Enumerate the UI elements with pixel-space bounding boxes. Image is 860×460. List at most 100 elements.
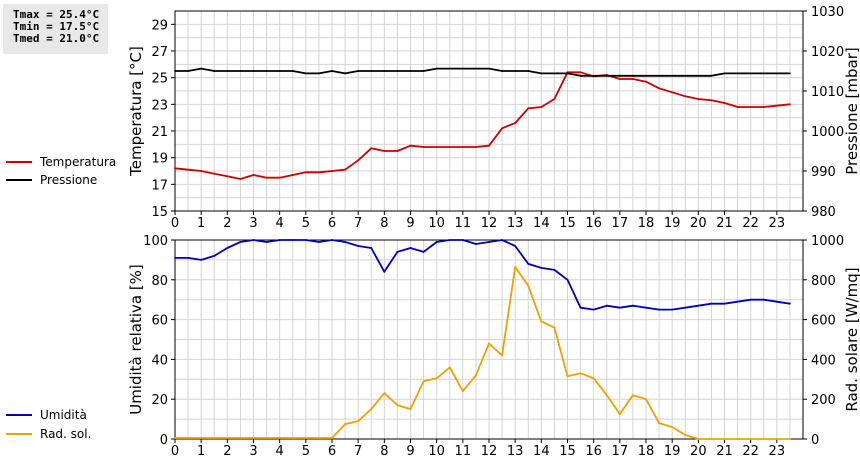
x-tick-label: 20 bbox=[690, 444, 707, 459]
data-point bbox=[540, 320, 543, 323]
data-point bbox=[291, 70, 294, 72]
x-tick-label: 18 bbox=[638, 444, 655, 459]
data-point bbox=[658, 87, 660, 90]
data-point bbox=[762, 72, 765, 75]
data-point bbox=[632, 304, 634, 307]
data-point bbox=[200, 67, 203, 70]
data-point bbox=[789, 438, 791, 440]
data-point bbox=[566, 375, 569, 378]
x-tick-label: 22 bbox=[742, 444, 759, 459]
data-point bbox=[252, 437, 255, 439]
data-point bbox=[213, 255, 216, 257]
y-left-tick-label: 0 bbox=[160, 433, 168, 448]
x-tick-label: 12 bbox=[481, 444, 498, 459]
y-right-tick-label: 1030 bbox=[811, 5, 844, 20]
data-point bbox=[461, 146, 464, 148]
data-point bbox=[278, 70, 281, 72]
data-point bbox=[304, 171, 307, 174]
data-point bbox=[370, 147, 373, 150]
data-point bbox=[645, 74, 647, 77]
data-point bbox=[749, 106, 752, 108]
legend-line-temperatura bbox=[6, 161, 32, 163]
data-point bbox=[304, 72, 307, 75]
x-tick-label: 22 bbox=[742, 216, 759, 231]
x-tick-label: 11 bbox=[455, 216, 472, 231]
data-point bbox=[671, 426, 674, 428]
legend-item-temperatura: Temperatura bbox=[6, 154, 116, 170]
data-point bbox=[291, 437, 294, 439]
data-point bbox=[278, 176, 281, 179]
data-point bbox=[435, 241, 438, 243]
data-point bbox=[592, 308, 595, 311]
data-point bbox=[331, 170, 333, 172]
data-point bbox=[658, 422, 660, 424]
data-point bbox=[749, 72, 752, 75]
x-tick-label: 16 bbox=[585, 444, 602, 459]
data-point bbox=[632, 74, 634, 77]
x-tick-label: 0 bbox=[171, 444, 179, 459]
tmax-label: Tmax = 25.4°C bbox=[13, 8, 100, 21]
y-left-tick-label: 23 bbox=[151, 98, 168, 113]
data-point bbox=[422, 70, 425, 72]
data-point bbox=[278, 239, 281, 241]
x-tick-label: 8 bbox=[380, 444, 388, 459]
data-point bbox=[658, 308, 660, 311]
data-point bbox=[671, 74, 674, 77]
data-point bbox=[409, 70, 412, 72]
tmed-label: Tmed = 21.0°C bbox=[13, 32, 100, 45]
data-point bbox=[736, 438, 739, 440]
x-tick-label: 3 bbox=[249, 216, 257, 231]
data-point bbox=[762, 438, 765, 440]
data-point bbox=[435, 377, 438, 380]
data-point bbox=[501, 127, 503, 130]
data-point bbox=[775, 300, 778, 303]
data-point bbox=[304, 239, 307, 241]
data-point bbox=[736, 106, 739, 108]
legend-label-umidita: Umidità bbox=[40, 408, 87, 422]
data-point bbox=[383, 392, 386, 395]
data-point bbox=[461, 239, 464, 241]
y-left-tick-label: 21 bbox=[151, 125, 168, 140]
x-tick-label: 14 bbox=[533, 444, 550, 459]
y-right-axis-label: Pressione [mbar] bbox=[843, 47, 860, 175]
data-point bbox=[579, 372, 582, 375]
data-point bbox=[357, 245, 360, 247]
legend-line-radsol bbox=[6, 433, 32, 435]
data-point bbox=[383, 150, 386, 152]
data-point bbox=[213, 172, 216, 175]
x-tick-label: 9 bbox=[406, 216, 414, 231]
data-point bbox=[291, 174, 294, 176]
data-point bbox=[226, 175, 229, 178]
series-line-temperatura bbox=[174, 71, 790, 180]
data-point bbox=[278, 437, 281, 439]
data-point bbox=[422, 380, 425, 383]
data-point bbox=[775, 104, 778, 107]
data-point bbox=[618, 306, 621, 309]
data-point bbox=[618, 78, 621, 80]
data-point bbox=[475, 67, 477, 70]
data-point bbox=[553, 326, 556, 329]
data-point bbox=[475, 374, 477, 377]
legend-item-radsol: Rad. sol. bbox=[6, 426, 91, 442]
x-tick-label: 2 bbox=[223, 444, 231, 459]
data-point bbox=[174, 167, 176, 170]
stats-box: Tmax = 25.4°C Tmin = 17.5°C Tmed = 21.0°… bbox=[3, 4, 108, 54]
x-tick-label: 10 bbox=[428, 216, 445, 231]
x-tick-label: 6 bbox=[328, 216, 336, 231]
data-point bbox=[344, 241, 346, 243]
data-point bbox=[239, 241, 242, 243]
legend-label-pressione: Pressione bbox=[40, 173, 98, 187]
data-point bbox=[527, 284, 530, 287]
y-left-tick-label: 27 bbox=[151, 45, 168, 60]
data-point bbox=[566, 278, 569, 281]
data-point bbox=[461, 390, 464, 393]
data-point bbox=[200, 259, 203, 261]
data-point bbox=[318, 72, 320, 75]
data-point bbox=[605, 74, 608, 77]
data-point bbox=[710, 99, 713, 102]
data-point bbox=[265, 176, 268, 179]
data-point bbox=[396, 150, 399, 152]
data-point bbox=[239, 437, 242, 439]
data-point bbox=[187, 437, 189, 439]
